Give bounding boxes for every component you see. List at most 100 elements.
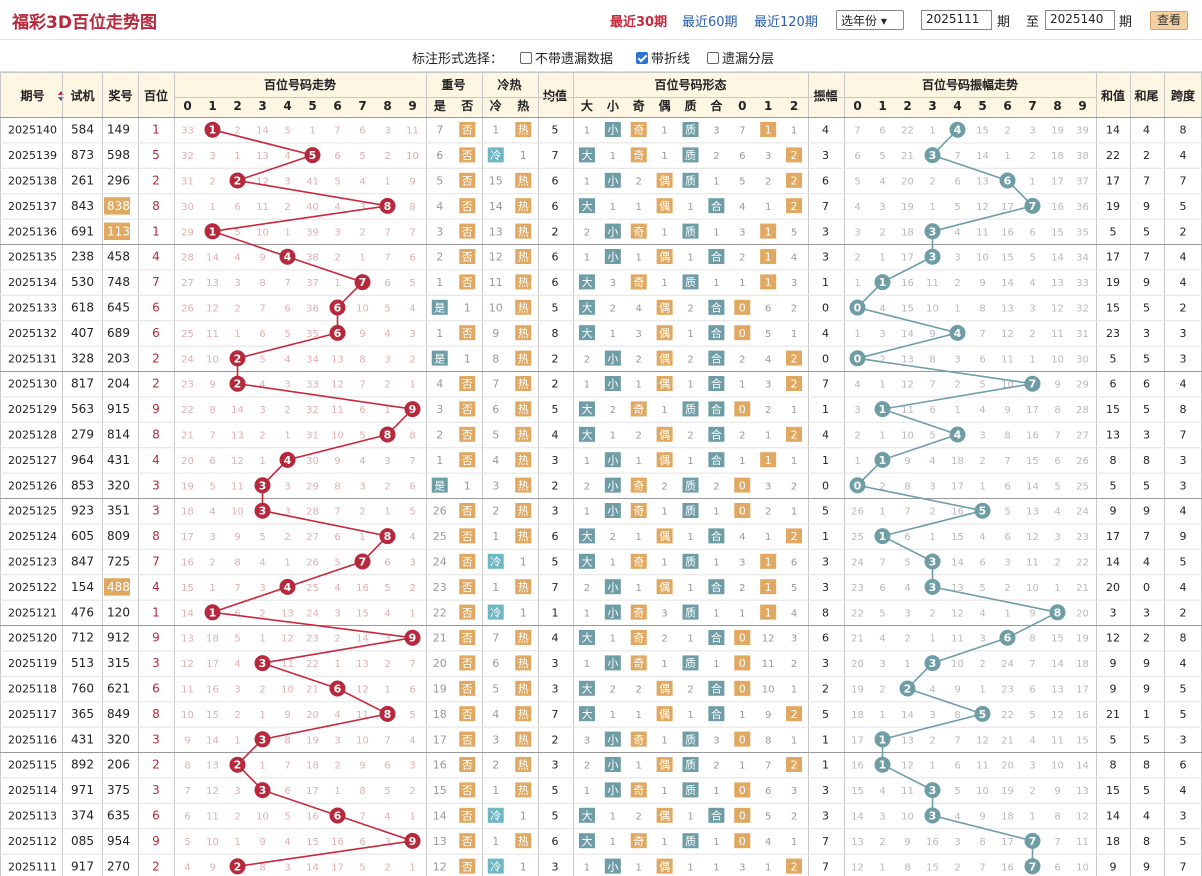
trend-ball [354, 274, 371, 291]
amp-omission: 3 [854, 227, 860, 238]
shape-cell: 偶 [659, 708, 670, 721]
to-period-input[interactable]: 2025140 [1045, 10, 1115, 30]
shape-cell: 大 [581, 275, 592, 289]
sum-tail-cell: 9 [1143, 683, 1150, 696]
option-no-omission[interactable]: 不带遗漏数据 [520, 48, 613, 67]
shape-cell: 合 [711, 809, 722, 823]
trend-omission: 5 [384, 304, 390, 315]
amp-omission: 26 [1076, 456, 1089, 467]
amp-cell: 0 [822, 302, 829, 315]
recent30-link[interactable]: 最近30期 [610, 15, 668, 30]
amp-ball-number: 3 [929, 225, 937, 238]
amp-omission: 1 [879, 710, 885, 721]
trend-omission: 17 [306, 786, 319, 797]
coldhot-cell: 热 [518, 657, 529, 670]
amp-ball-number: 5 [979, 505, 987, 518]
trial-cell: 618 [71, 301, 94, 315]
coldhot-cell: 冷 [490, 556, 501, 569]
span-cell: 5 [1180, 200, 1187, 213]
shape-cell: 偶 [659, 378, 670, 391]
from-period-input[interactable]: 2025111 [921, 10, 992, 30]
shape-cell: 2 [661, 481, 667, 492]
amp-ball [874, 401, 891, 418]
hundred-header: 百位 [144, 88, 168, 103]
amp-omission: 16 [1051, 202, 1064, 213]
coldhot-cell: 6 [492, 657, 499, 670]
trend-omission: 1 [334, 786, 340, 797]
draw-cell: 315 [107, 656, 130, 670]
shape-cell: 小 [607, 759, 618, 772]
amp-ball-number: 3 [929, 810, 937, 823]
amp-ball-number: 1 [879, 733, 887, 746]
trend-omission: 7 [359, 380, 365, 391]
trend-ball [329, 299, 346, 316]
coldhot-badge [515, 528, 532, 544]
trend-ball-number: 2 [234, 378, 242, 391]
trend-omission: 11 [206, 329, 219, 340]
trend-ball [254, 782, 271, 799]
period-cell: 2025133 [8, 302, 57, 315]
shape-cell: 3 [636, 329, 642, 340]
checkbox-icon[interactable] [520, 52, 532, 64]
trend-omission: 3 [209, 151, 215, 162]
trend-omission: 6 [284, 304, 290, 315]
amp-omission: 1 [904, 659, 910, 670]
shape-cell: 2 [636, 431, 642, 442]
option-polyline[interactable]: 带折线 [636, 48, 690, 67]
trial-cell: 584 [71, 123, 94, 137]
year-select[interactable]: 选年份 ▾ [836, 10, 904, 30]
amp-omission: 1 [1004, 608, 1010, 619]
trend-omission: 15 [356, 608, 369, 619]
trend-omission: 3 [284, 380, 290, 391]
amp-cell: 3 [822, 784, 829, 797]
query-button[interactable]: 查看 [1150, 11, 1188, 30]
amp-omission: 16 [1026, 431, 1039, 442]
period-cell: 2025138 [8, 175, 57, 188]
amp-omission: 10 [926, 304, 939, 315]
trend-omission: 3 [284, 177, 290, 188]
shape-cell: 1 [584, 380, 590, 391]
draw-highlight [104, 578, 130, 596]
shape-cell: 大 [581, 428, 592, 442]
draw-highlight [104, 222, 130, 240]
shape-badge [578, 680, 595, 696]
shape-badge [656, 680, 673, 696]
trial-cell: 923 [71, 504, 94, 518]
amp-omission: 2 [879, 227, 885, 238]
shape-cell: 1 [687, 812, 693, 823]
trend-omission: 4 [384, 329, 390, 340]
amp-omission: 21 [901, 151, 914, 162]
shape-cell: 2 [791, 530, 798, 543]
amp-omission: 8 [929, 354, 935, 365]
trend-omission: 8 [359, 786, 365, 797]
amp-trend-header: 百位号码振幅走势 [922, 77, 1018, 92]
repeat-sub-header: 否 [460, 99, 473, 113]
span-cell: 2 [1180, 302, 1187, 315]
option-omission-layers[interactable]: 遗漏分层 [707, 48, 774, 67]
amp-omission: 2 [929, 177, 935, 188]
checkbox-icon[interactable] [707, 52, 719, 64]
amp-omission: 31 [1076, 329, 1089, 340]
recent60-link[interactable]: 最近60期 [682, 15, 738, 30]
coldhot-badge [515, 299, 532, 315]
trend-omission: 3 [359, 202, 365, 213]
shape-badge [578, 528, 595, 544]
span-cell: 8 [1180, 403, 1187, 416]
recent120-link[interactable]: 最近120期 [754, 15, 818, 30]
amp-omission: 1 [854, 329, 860, 340]
checkbox-checked-icon[interactable] [636, 52, 648, 64]
period-cell: 2025119 [8, 657, 57, 670]
shape-badge [708, 426, 725, 442]
draw-cell: 204 [107, 377, 130, 391]
shape-header: 百位号码形态 [654, 77, 726, 92]
trend-omission: 11 [281, 659, 294, 670]
coldhot-cell: 热 [518, 378, 529, 391]
shape-cell: 奇 [633, 733, 644, 746]
amp-omission: 7 [929, 380, 935, 391]
amp-omission: 12 [1051, 710, 1064, 721]
trial-cell: 261 [71, 174, 94, 188]
shape-cell: 12 [762, 634, 775, 645]
trend-omission: 36 [306, 304, 319, 315]
mod3-badge [760, 604, 777, 620]
period-cell: 2025129 [8, 403, 57, 416]
